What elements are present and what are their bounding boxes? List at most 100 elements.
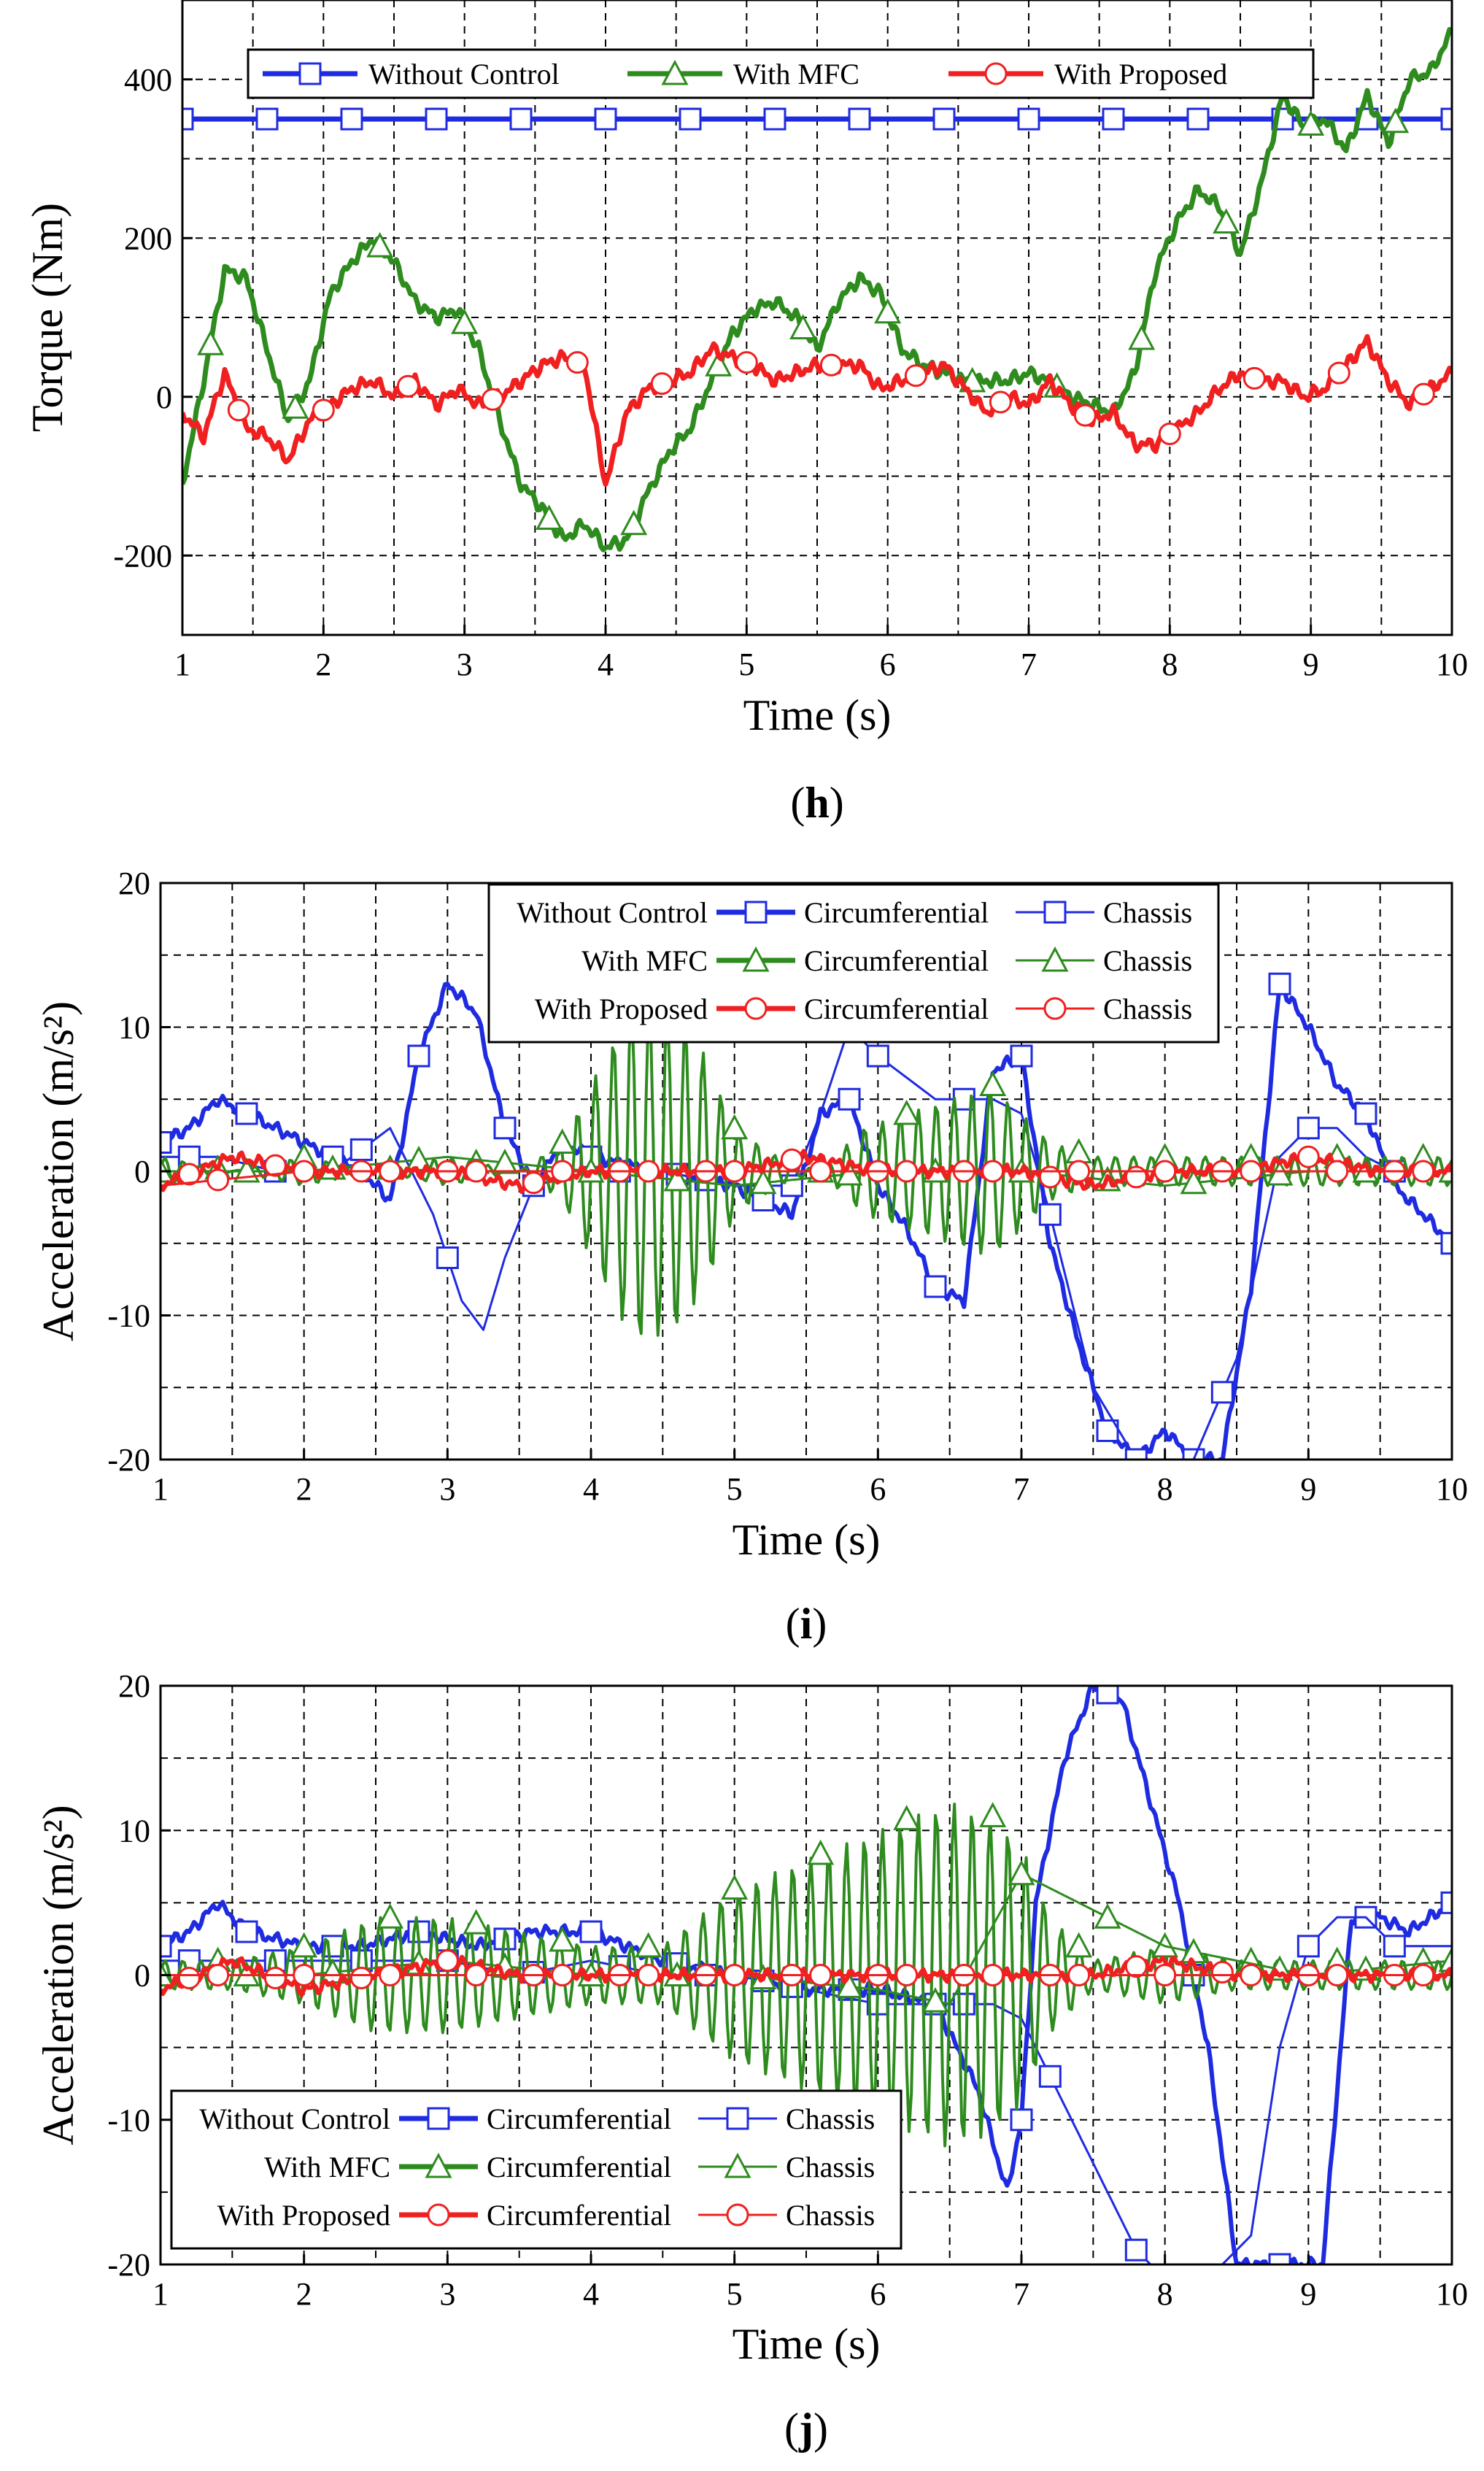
series-marker-0 bbox=[763, 107, 787, 131]
x-tick-label: 9 bbox=[1303, 647, 1319, 682]
x-tick-label: 3 bbox=[439, 2276, 455, 2312]
legend-marker bbox=[726, 2107, 749, 2130]
series-marker-2 bbox=[463, 1908, 490, 1935]
series-marker-1 bbox=[282, 393, 309, 419]
panel-label-letter: h bbox=[805, 779, 829, 827]
legend-box bbox=[170, 2089, 903, 2250]
series-marker-0 bbox=[579, 1920, 603, 1943]
series-marker-0 bbox=[1440, 1232, 1452, 1255]
series-marker-2 bbox=[979, 1071, 1007, 1096]
legend-circumferential-label: Circumferential bbox=[804, 944, 989, 977]
legend-marker bbox=[1043, 901, 1067, 924]
series-marker-2 bbox=[904, 364, 927, 388]
series-marker-2 bbox=[565, 351, 589, 374]
legend-row-label: With Proposed bbox=[217, 2199, 390, 2232]
series-marker-1 bbox=[1297, 110, 1325, 136]
y-tick-label: 0 bbox=[156, 379, 172, 415]
y-tick-label: 0 bbox=[134, 1958, 150, 1994]
chart-panel-i: 1 2 3 4 5 6 7 8 9 10 -20 -10 0 10 20 Time (s) Accelerati… bbox=[34, 866, 1468, 1648]
legend-circumferential-label: Circumferential bbox=[804, 992, 989, 1025]
series-marker-1 bbox=[952, 1992, 975, 2016]
legend-circumferential-label: Circumferential bbox=[487, 2199, 671, 2232]
x-tick-label: 8 bbox=[1157, 1471, 1173, 1507]
series-marker-5 bbox=[809, 1160, 832, 1183]
x-axis-title: Time (s) bbox=[743, 691, 892, 739]
panel-label-close: ) bbox=[812, 1600, 827, 1648]
y-tick-label: -10 bbox=[107, 1298, 150, 1334]
series-marker-3 bbox=[835, 1160, 863, 1186]
series-marker-0 bbox=[1186, 107, 1210, 131]
legend-marker bbox=[1043, 997, 1067, 1020]
series-marker-5 bbox=[1326, 1964, 1349, 1986]
legend-row-label: With MFC bbox=[581, 944, 708, 977]
legend-label: With Proposed bbox=[1054, 58, 1227, 90]
series-marker-2 bbox=[1412, 382, 1435, 406]
y-tick-label: 0 bbox=[134, 1154, 150, 1190]
series-marker-4 bbox=[522, 1171, 545, 1195]
series-marker-5 bbox=[206, 1168, 230, 1192]
y-axis-title: Acceleration (m/s²) bbox=[34, 1001, 82, 1341]
series-marker-4 bbox=[263, 1154, 287, 1177]
series-marker-2 bbox=[312, 398, 335, 422]
series-marker-5 bbox=[1240, 1160, 1263, 1183]
series-marker-0 bbox=[161, 1131, 172, 1154]
series-marker-4 bbox=[349, 1966, 373, 1989]
series-marker-4 bbox=[780, 1148, 803, 1171]
series-marker-1 bbox=[1038, 1203, 1062, 1226]
series-marker-5 bbox=[981, 1964, 1005, 1986]
series-marker-5 bbox=[1412, 1160, 1435, 1183]
x-tick-label: 2 bbox=[296, 2276, 312, 2312]
series-marker-4 bbox=[263, 1966, 287, 1989]
x-tick-label: 7 bbox=[1013, 2276, 1029, 2312]
x-tick-label: 9 bbox=[1300, 2276, 1316, 2312]
y-tick-label: 20 bbox=[118, 866, 150, 901]
series-marker-0 bbox=[1010, 1044, 1033, 1068]
panel-label-letter: i bbox=[800, 1600, 813, 1648]
x-tick-label: 3 bbox=[439, 1471, 455, 1507]
series-marker-5 bbox=[1326, 1160, 1349, 1183]
series-marker-1 bbox=[620, 509, 648, 536]
y-tick-label: -200 bbox=[113, 538, 172, 574]
panel-label-open: ( bbox=[784, 2405, 799, 2453]
series-marker-4 bbox=[1124, 1955, 1148, 1978]
series-marker-3 bbox=[663, 1165, 691, 1192]
legend-circumferential-label: Circumferential bbox=[804, 896, 989, 929]
x-tick-label: 8 bbox=[1157, 2276, 1173, 2312]
legend-chassis-label: Chassis bbox=[786, 2151, 875, 2183]
series-marker-2 bbox=[549, 1128, 576, 1154]
legend-chassis-label: Chassis bbox=[786, 2102, 875, 2135]
legend-marker bbox=[427, 2107, 450, 2130]
series-line-3 bbox=[161, 1873, 1452, 2005]
y-tick-label: 20 bbox=[118, 1668, 150, 1704]
series-marker-1 bbox=[1296, 1935, 1320, 1958]
series-marker-0 bbox=[1010, 2108, 1033, 2132]
panel-label-open: ( bbox=[786, 1600, 800, 1648]
y-axis-title: Torque (Nm) bbox=[23, 203, 72, 432]
series-marker-1 bbox=[1210, 1381, 1234, 1404]
series-marker-1 bbox=[1296, 1117, 1320, 1140]
y-tick-label: 10 bbox=[118, 1010, 150, 1046]
grid bbox=[182, 0, 1452, 635]
series-line-2 bbox=[182, 334, 1452, 487]
series-marker-0 bbox=[594, 107, 617, 131]
series-marker-1 bbox=[866, 1044, 889, 1068]
legend-marker bbox=[744, 997, 768, 1020]
series-marker-1 bbox=[1124, 1448, 1148, 1460]
series-marker-4 bbox=[436, 1949, 459, 1973]
series-marker-5 bbox=[809, 1964, 832, 1986]
legend: Without Control Circumferential Chassis Wit… bbox=[170, 2089, 903, 2250]
series-marker-0 bbox=[932, 107, 956, 131]
series-marker-1 bbox=[536, 504, 563, 530]
series-marker-0 bbox=[340, 107, 363, 131]
series-marker-1 bbox=[349, 1138, 373, 1161]
legend-row-label: Without Control bbox=[517, 896, 708, 929]
series-marker-2 bbox=[650, 372, 673, 396]
series-line-0 bbox=[161, 982, 1452, 1460]
series-marker-5 bbox=[379, 1160, 402, 1183]
x-tick-label: 6 bbox=[870, 1471, 886, 1507]
x-tick-label: 5 bbox=[727, 2276, 743, 2312]
series-marker-1 bbox=[705, 351, 733, 377]
panel-label: (i) bbox=[786, 1600, 827, 1648]
series-marker-5 bbox=[1067, 1160, 1091, 1183]
series-marker-1 bbox=[1213, 208, 1240, 234]
